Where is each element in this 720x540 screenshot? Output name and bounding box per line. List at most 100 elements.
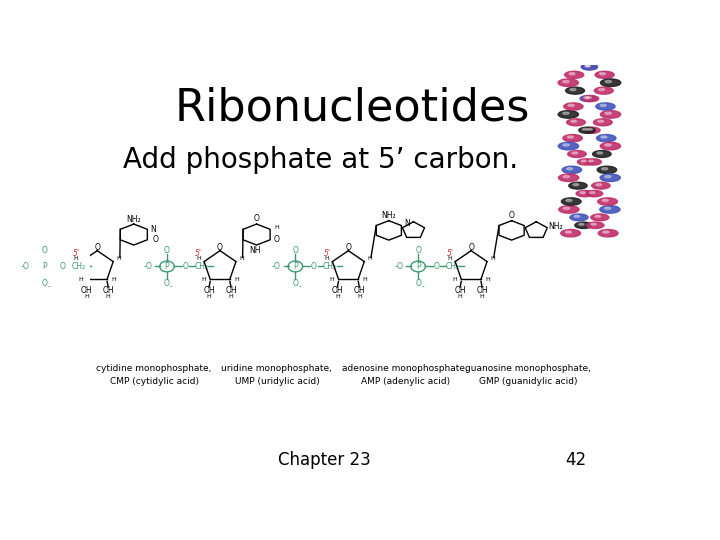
Ellipse shape <box>582 64 598 70</box>
Text: O: O <box>164 279 170 288</box>
Text: O: O <box>253 214 259 223</box>
Text: OH: OH <box>476 286 488 295</box>
Text: OH: OH <box>203 286 215 295</box>
Text: OH: OH <box>102 286 114 295</box>
Ellipse shape <box>559 206 579 213</box>
Text: 5': 5' <box>446 249 454 259</box>
Text: H: H <box>234 276 239 282</box>
Ellipse shape <box>598 230 618 237</box>
Text: NH₂: NH₂ <box>127 215 141 225</box>
Ellipse shape <box>580 192 585 194</box>
Ellipse shape <box>584 97 589 99</box>
Text: H: H <box>362 276 367 282</box>
Ellipse shape <box>561 230 580 237</box>
Text: -O: -O <box>21 262 30 271</box>
Text: H: H <box>367 256 372 261</box>
Ellipse shape <box>558 111 578 118</box>
Ellipse shape <box>598 89 605 91</box>
Ellipse shape <box>564 103 583 110</box>
Ellipse shape <box>600 79 621 86</box>
Ellipse shape <box>570 89 576 91</box>
Ellipse shape <box>570 214 588 221</box>
Text: H: H <box>112 276 116 282</box>
Ellipse shape <box>605 112 611 114</box>
Ellipse shape <box>596 184 602 186</box>
Ellipse shape <box>565 231 572 233</box>
Ellipse shape <box>597 152 603 154</box>
Text: H: H <box>490 256 495 261</box>
Text: Add phosphate at 5’ carbon.: Add phosphate at 5’ carbon. <box>124 146 518 174</box>
Text: CH₂: CH₂ <box>323 262 337 271</box>
Text: H: H <box>84 294 89 299</box>
Ellipse shape <box>581 160 586 162</box>
Text: O: O <box>153 235 158 244</box>
Text: H: H <box>330 276 334 282</box>
Text: P: P <box>42 262 47 271</box>
Ellipse shape <box>563 112 569 114</box>
Ellipse shape <box>598 120 603 123</box>
Ellipse shape <box>585 65 590 67</box>
Text: H: H <box>78 276 83 282</box>
Text: H: H <box>239 256 244 261</box>
Ellipse shape <box>569 72 575 75</box>
Text: OH: OH <box>354 286 365 295</box>
Text: N: N <box>150 225 156 234</box>
Ellipse shape <box>564 71 584 78</box>
Text: -O: -O <box>395 262 404 271</box>
Ellipse shape <box>596 103 615 110</box>
Ellipse shape <box>573 184 579 186</box>
Ellipse shape <box>600 72 606 75</box>
Text: -: - <box>298 282 301 291</box>
Text: H: H <box>106 294 111 299</box>
Ellipse shape <box>580 96 596 102</box>
Text: cytidine monophosphate,
CMP (cytidylic acid): cytidine monophosphate, CMP (cytidylic a… <box>96 364 212 387</box>
Text: H: H <box>228 294 233 299</box>
Ellipse shape <box>593 119 612 126</box>
Text: O: O <box>217 243 223 252</box>
Ellipse shape <box>568 104 574 106</box>
Ellipse shape <box>586 97 591 99</box>
Text: O: O <box>346 243 351 252</box>
Ellipse shape <box>575 222 592 228</box>
Text: OH: OH <box>332 286 343 295</box>
Ellipse shape <box>587 222 604 228</box>
Ellipse shape <box>596 134 616 142</box>
Text: H: H <box>357 294 361 299</box>
Ellipse shape <box>563 134 582 142</box>
Text: H: H <box>458 294 462 299</box>
Ellipse shape <box>566 199 572 201</box>
Ellipse shape <box>588 129 593 130</box>
Ellipse shape <box>558 143 579 150</box>
Text: O: O <box>415 246 421 255</box>
Text: H: H <box>452 276 457 282</box>
Text: H: H <box>325 256 329 261</box>
Ellipse shape <box>579 224 584 225</box>
Ellipse shape <box>600 206 620 213</box>
Ellipse shape <box>571 120 577 123</box>
Ellipse shape <box>582 64 598 70</box>
Ellipse shape <box>577 159 594 165</box>
Ellipse shape <box>584 127 600 133</box>
Ellipse shape <box>593 151 611 158</box>
Text: 5': 5' <box>195 249 202 259</box>
Ellipse shape <box>602 199 608 201</box>
Text: O: O <box>311 262 317 271</box>
Text: -: - <box>48 282 50 291</box>
Text: uridine monophosphate,
UMP (uridylic acid): uridine monophosphate, UMP (uridylic aci… <box>222 364 333 387</box>
Ellipse shape <box>567 136 573 138</box>
Ellipse shape <box>605 80 611 83</box>
Text: H: H <box>196 256 201 261</box>
Text: OH: OH <box>454 286 466 295</box>
Ellipse shape <box>590 224 596 225</box>
Text: NH: NH <box>250 246 261 254</box>
Text: O: O <box>292 279 298 288</box>
Text: NH₂: NH₂ <box>548 221 562 231</box>
Ellipse shape <box>605 176 611 178</box>
Ellipse shape <box>585 159 601 165</box>
Ellipse shape <box>558 79 578 86</box>
Text: CH₂: CH₂ <box>446 262 460 271</box>
Text: 5': 5' <box>324 249 330 259</box>
Text: H: H <box>485 276 490 282</box>
Ellipse shape <box>590 192 595 194</box>
Text: O: O <box>468 243 474 252</box>
